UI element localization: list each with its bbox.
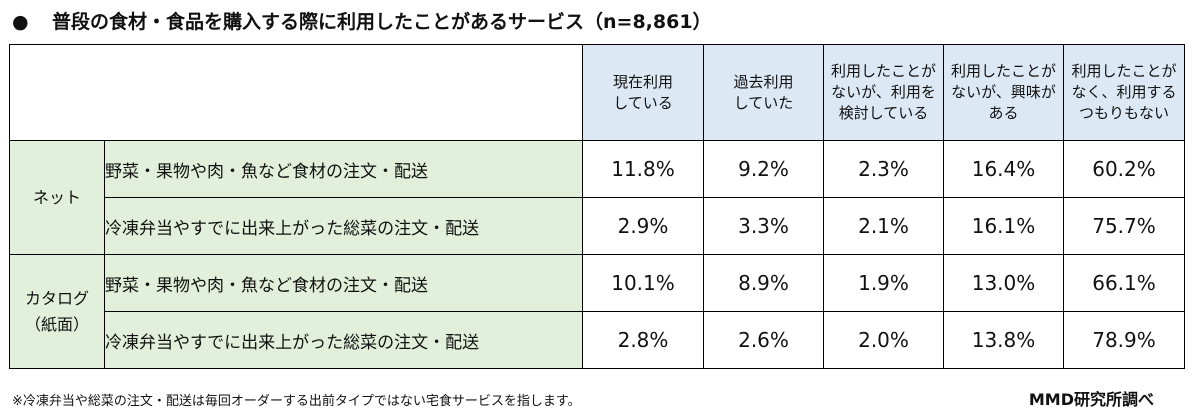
column-header-currently-using: 現在利用 している bbox=[582, 44, 704, 141]
value-cell: 2.6% bbox=[703, 311, 824, 369]
value-cell: 2.8% bbox=[582, 311, 704, 369]
title-text: 普段の食材・食品を購入する際に利用したことがあるサービス（n=8,861） bbox=[52, 11, 712, 33]
row-label: 冷凍弁当やすでに出来上がった総菜の注文・配送 bbox=[104, 197, 583, 255]
footnote: ※冷凍弁当や総菜の注文・配送は毎回オーダーする出前タイプではない宅食サービスを指… bbox=[12, 394, 581, 409]
value-cell: 2.9% bbox=[582, 197, 704, 255]
value-cell: 78.9% bbox=[1063, 311, 1185, 369]
value-cell: 16.1% bbox=[943, 197, 1064, 255]
title-bullet: ● bbox=[12, 11, 29, 33]
group-label-net: ネット bbox=[9, 140, 105, 255]
value-cell: 10.1% bbox=[582, 254, 704, 312]
value-cell: 11.8% bbox=[582, 140, 704, 198]
row-label: 冷凍弁当やすでに出来上がった総菜の注文・配送 bbox=[104, 311, 583, 369]
table-row: 冷凍弁当やすでに出来上がった総菜の注文・配送 2.8% 2.6% 2.0% 13… bbox=[10, 311, 1185, 369]
value-cell: 2.3% bbox=[823, 140, 944, 198]
source-credit: MMD研究所調べ bbox=[1028, 390, 1154, 409]
column-header-interested: 利用したことが ないが、興味が ある bbox=[943, 44, 1064, 141]
group-label-catalog: カタログ （紙面） bbox=[9, 254, 105, 369]
table-row: 冷凍弁当やすでに出来上がった総菜の注文・配送 2.9% 3.3% 2.1% 16… bbox=[10, 197, 1185, 255]
survey-table: 現在利用 している 過去利用 していた 利用したことが ないが、利用を 検討している 利… bbox=[9, 44, 1185, 369]
column-header-no-intention: 利用したことが なく、利用する つもりもない bbox=[1063, 44, 1185, 141]
row-label: 野菜・果物や肉・魚など食材の注文・配送 bbox=[104, 140, 583, 198]
column-header-used-before: 過去利用 していた bbox=[703, 44, 824, 141]
table-row: ネット 野菜・果物や肉・魚など食材の注文・配送 11.8% 9.2% 2.3% … bbox=[9, 140, 1185, 255]
value-cell: 2.0% bbox=[823, 311, 944, 369]
value-cell: 9.2% bbox=[703, 140, 824, 198]
header-row: 現在利用 している 過去利用 していた 利用したことが ないが、利用を 検討している 利… bbox=[9, 44, 1185, 141]
table-row: カタログ （紙面） 野菜・果物や肉・魚など食材の注文・配送 10.1% 8.9% … bbox=[9, 254, 1185, 369]
value-cell: 60.2% bbox=[1063, 140, 1185, 198]
row-label: 野菜・果物や肉・魚など食材の注文・配送 bbox=[104, 254, 583, 312]
column-header-considering: 利用したことが ないが、利用を 検討している bbox=[823, 44, 944, 141]
value-cell: 75.7% bbox=[1063, 197, 1185, 255]
value-cell: 8.9% bbox=[703, 254, 824, 312]
value-cell: 66.1% bbox=[1063, 254, 1185, 312]
value-cell: 2.1% bbox=[823, 197, 944, 255]
value-cell: 13.0% bbox=[943, 254, 1064, 312]
table-title: ● 普段の食材・食品を購入する際に利用したことがあるサービス（n=8,861） bbox=[12, 8, 712, 36]
value-cell: 1.9% bbox=[823, 254, 944, 312]
value-cell: 13.8% bbox=[943, 311, 1064, 369]
header-blank-cell bbox=[9, 44, 583, 141]
value-cell: 16.4% bbox=[943, 140, 1064, 198]
value-cell: 3.3% bbox=[703, 197, 824, 255]
